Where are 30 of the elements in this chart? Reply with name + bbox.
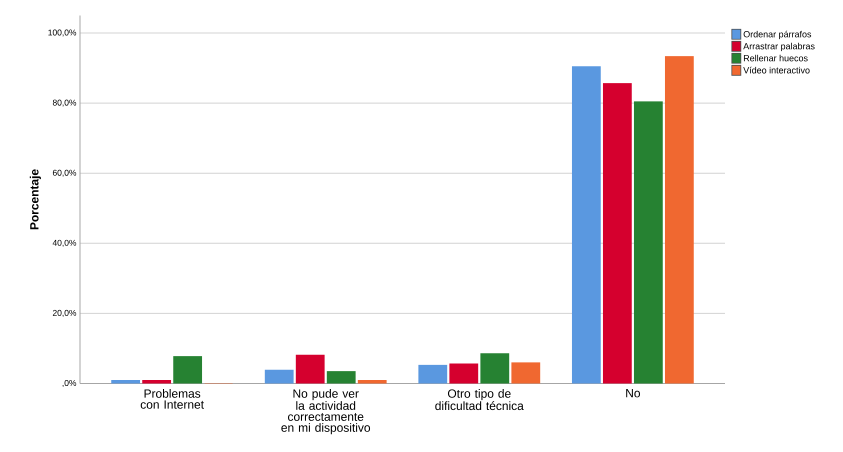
x-tick-label: Problemas con Internet xyxy=(140,389,204,409)
legend-label: Arrastrar palabras xyxy=(743,42,815,52)
y-tick-label: 20,0% xyxy=(52,310,76,317)
y-tick-label: 100,0% xyxy=(48,30,76,37)
bar xyxy=(142,380,172,384)
legend-label: Rellenar huecos xyxy=(744,54,808,62)
bar xyxy=(111,380,140,384)
legend-label: Ordenar párrafos xyxy=(744,30,812,40)
y-tick-label: ,0% xyxy=(62,380,76,387)
y-tick-label: 60,0% xyxy=(52,170,76,177)
bar xyxy=(664,56,694,384)
bar xyxy=(326,371,356,384)
y-tick-label: 80,0% xyxy=(52,100,76,107)
y-tick-label: 40,0% xyxy=(52,240,76,247)
bar xyxy=(418,364,448,384)
x-tick-label: Otro tipo de dificultad técnica xyxy=(435,389,524,410)
y-axis-title: Porcentaje xyxy=(30,169,41,230)
bar xyxy=(602,83,632,384)
bar xyxy=(296,354,325,384)
bar xyxy=(358,380,387,384)
x-tick-label: No pude ver la actividad correctamente en mi dispositivo xyxy=(281,389,370,434)
legend-label: Vídeo interactivo xyxy=(743,66,810,74)
bar xyxy=(511,362,540,384)
bar xyxy=(449,363,478,384)
x-tick-label: No xyxy=(626,389,640,398)
bar xyxy=(634,101,663,384)
bar xyxy=(264,370,294,384)
bar xyxy=(572,66,601,384)
bar xyxy=(173,356,202,384)
bar xyxy=(480,353,510,384)
